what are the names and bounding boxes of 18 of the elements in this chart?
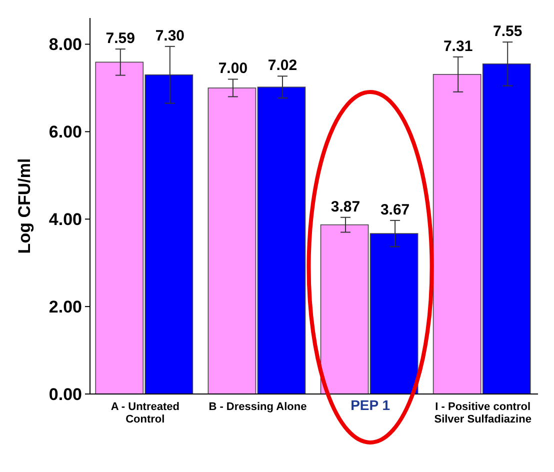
y-tick-label: 2.00 — [48, 298, 82, 317]
y-tick-label: 4.00 — [48, 210, 82, 230]
data-label: 7.00 — [218, 60, 248, 78]
data-label: 7.59 — [106, 30, 135, 48]
data-label: 7.31 — [443, 38, 473, 55]
data-label: 7.55 — [493, 23, 522, 40]
x-tick-label: A - Untreated Control — [110, 401, 180, 426]
y-tick-label: 8.00 — [48, 35, 82, 54]
data-label: 3.87 — [330, 198, 360, 216]
x-tick-label: PEP 1 — [350, 397, 390, 413]
y-tick-label: 6.00 — [48, 122, 82, 142]
x-tick-label: B - Dressing Alone — [208, 401, 307, 413]
x-tick-label: I - Positive control Silver Sulfadiazine — [434, 401, 532, 426]
y-tick-label: 0.00 — [48, 384, 82, 404]
data-label: 7.30 — [155, 27, 185, 44]
y-axis-title: Log CFU/ml — [15, 158, 34, 254]
data-label: 7.02 — [268, 57, 298, 74]
data-label: 3.67 — [380, 201, 410, 218]
